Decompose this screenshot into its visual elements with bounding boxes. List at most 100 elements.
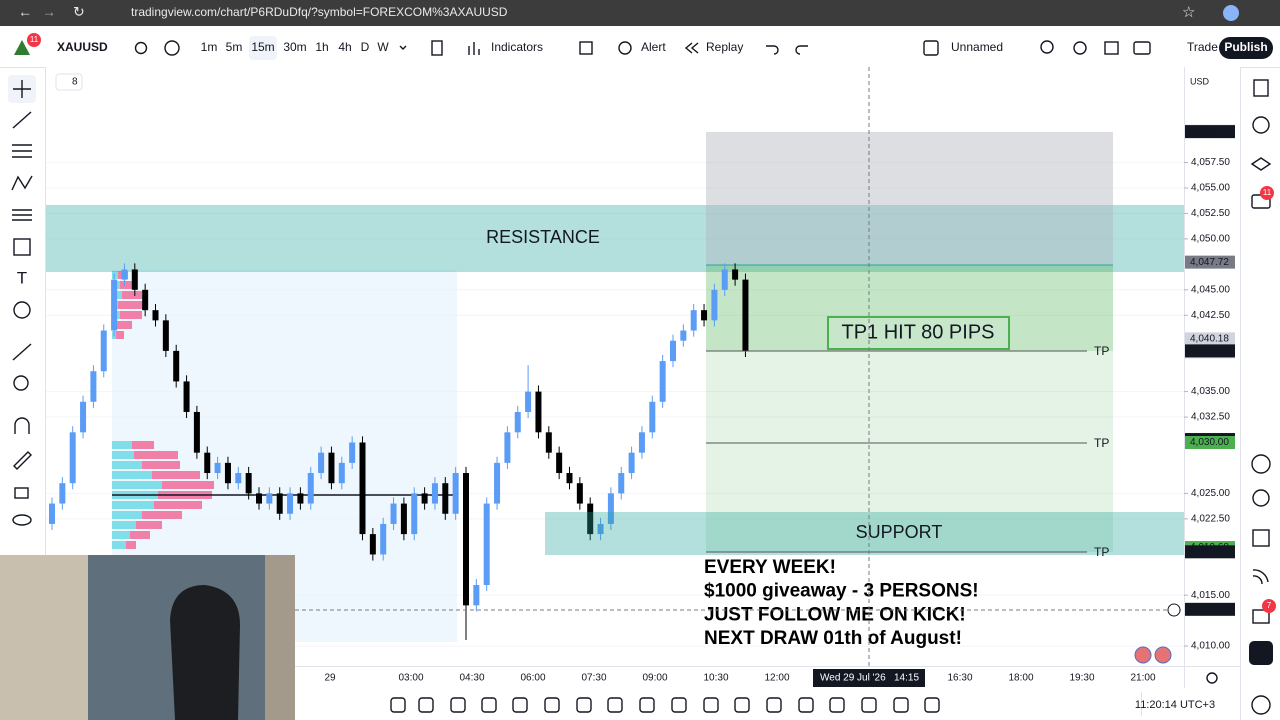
messages[interactable] xyxy=(1252,609,1270,624)
back-button[interactable]: ← xyxy=(18,4,32,20)
zoom-tool[interactable] xyxy=(13,375,29,391)
drawing-tool[interactable] xyxy=(450,697,466,713)
left-sidebar xyxy=(0,68,45,555)
layout-name[interactable]: Unnamed xyxy=(951,40,1003,54)
trade[interactable]: Trade xyxy=(1187,40,1218,54)
drawing-tool[interactable] xyxy=(861,697,877,713)
forward-button[interactable]: → xyxy=(42,4,56,20)
interval-menu[interactable] xyxy=(399,45,407,50)
bookmark[interactable]: ☆ xyxy=(1182,4,1195,21)
reload-button[interactable]: ↻ xyxy=(73,4,85,20)
profile-bar-sell xyxy=(134,451,178,459)
alerts-panel[interactable] xyxy=(1252,116,1270,134)
ruler-tool[interactable] xyxy=(12,343,32,361)
settings[interactable] xyxy=(1073,41,1087,55)
chart-type[interactable] xyxy=(431,40,443,56)
fib-tool[interactable] xyxy=(12,144,32,158)
pattern-tool[interactable] xyxy=(11,175,33,191)
layers[interactable] xyxy=(1250,157,1272,171)
trendline-tool[interactable] xyxy=(12,111,32,129)
symbol-info[interactable] xyxy=(134,41,148,55)
currency[interactable]: USD xyxy=(1190,76,1210,86)
interval[interactable]: 5m xyxy=(226,40,243,54)
publish-button[interactable] xyxy=(1219,37,1273,59)
replay-icon[interactable] xyxy=(684,42,699,54)
drawing-tool[interactable] xyxy=(390,697,406,713)
draw-mode[interactable] xyxy=(13,451,32,470)
fullscreen[interactable] xyxy=(1104,41,1119,55)
emoji-tool[interactable] xyxy=(13,301,31,319)
interval[interactable]: 15m xyxy=(251,40,274,54)
replay[interactable]: Replay xyxy=(706,40,743,54)
right-sidebar xyxy=(1241,68,1280,688)
profile-bar-sell xyxy=(142,461,180,469)
drawing-tool[interactable] xyxy=(481,697,497,713)
drawing-tool[interactable] xyxy=(639,697,655,713)
redo[interactable] xyxy=(795,45,808,55)
target[interactable] xyxy=(1251,454,1271,474)
stream[interactable] xyxy=(1252,569,1269,585)
crosshair-plus[interactable] xyxy=(1167,603,1181,617)
forecast-tool[interactable] xyxy=(12,209,32,221)
drawing-tool[interactable] xyxy=(418,697,434,713)
price-tag-label: 4,060.54 xyxy=(1190,126,1229,137)
calendar[interactable] xyxy=(1252,529,1270,547)
crosshair-tool[interactable] xyxy=(13,80,31,98)
interval[interactable]: 4h xyxy=(338,40,351,54)
interval[interactable]: 1h xyxy=(315,40,328,54)
drawing-tool[interactable] xyxy=(576,697,592,713)
lock-tool[interactable] xyxy=(14,487,29,499)
magnet-tool[interactable] xyxy=(14,417,30,434)
interval[interactable]: 30m xyxy=(283,40,306,54)
interval[interactable]: D xyxy=(361,40,370,54)
ideas[interactable] xyxy=(1252,489,1270,507)
legend-toggle[interactable] xyxy=(55,73,83,91)
drawing-tool[interactable] xyxy=(924,697,940,713)
logo[interactable] xyxy=(14,40,30,55)
drawing-tool[interactable] xyxy=(766,697,782,713)
drawing-tool[interactable] xyxy=(703,697,719,713)
promo-line: JUST FOLLOW ME ON KICK! xyxy=(704,604,966,625)
watchlist[interactable] xyxy=(1253,79,1269,97)
axis-settings[interactable] xyxy=(1206,672,1218,684)
symbol[interactable]: XAUUSD xyxy=(57,40,108,54)
profile-bar-buy xyxy=(112,511,142,519)
drawing-tool[interactable] xyxy=(544,697,560,713)
alert-icon[interactable] xyxy=(618,41,632,55)
candle-body xyxy=(701,310,708,321)
candle-body xyxy=(732,269,739,280)
price-tag-label: 4,047.72 xyxy=(1190,257,1229,268)
interval[interactable]: W xyxy=(377,40,389,54)
publish[interactable]: Publish xyxy=(1224,40,1267,54)
clock[interactable]: 11:20:14 UTC+3 xyxy=(1135,699,1215,711)
indicators-icon[interactable] xyxy=(468,42,480,55)
layouts[interactable] xyxy=(579,41,593,55)
snapshot[interactable] xyxy=(1133,41,1151,55)
text-tool[interactable]: T xyxy=(17,268,27,287)
apps[interactable] xyxy=(1249,641,1273,665)
layout-icon[interactable] xyxy=(923,40,939,56)
messages-badge xyxy=(1262,599,1276,613)
time-label: 07:30 xyxy=(581,673,606,684)
crosshair-time: 14:15 xyxy=(894,673,919,684)
url[interactable]: tradingview.com/chart/P6RDuDfq/?symbol=F… xyxy=(131,5,508,19)
interval[interactable]: 1m xyxy=(201,40,218,54)
alert[interactable]: Alert xyxy=(641,40,666,54)
search[interactable] xyxy=(1040,40,1054,54)
time-axis xyxy=(295,666,1184,688)
compare[interactable] xyxy=(164,40,180,56)
shape-tool[interactable] xyxy=(13,238,31,256)
drawing-tool[interactable] xyxy=(893,697,909,713)
drawing-tool[interactable] xyxy=(798,697,814,713)
drawing-tool[interactable] xyxy=(829,697,845,713)
drawing-tool[interactable] xyxy=(512,697,528,713)
help[interactable] xyxy=(1251,695,1271,715)
visibility-tool[interactable] xyxy=(12,514,32,526)
candle-body xyxy=(100,330,107,372)
undo[interactable] xyxy=(766,45,779,55)
drawing-tool[interactable] xyxy=(607,697,623,713)
drawing-tool[interactable] xyxy=(671,697,687,713)
indicators[interactable]: Indicators xyxy=(491,40,543,54)
profile[interactable] xyxy=(1223,5,1239,21)
drawing-tool[interactable] xyxy=(734,697,750,713)
